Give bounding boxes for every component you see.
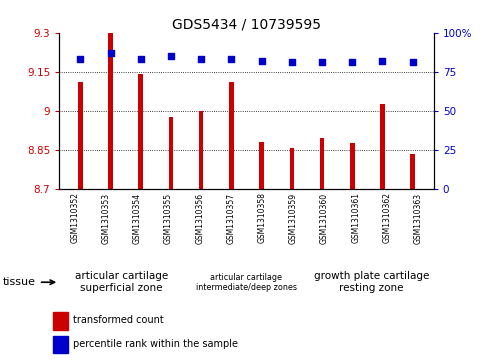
Text: transformed count: transformed count xyxy=(73,315,164,326)
Point xyxy=(349,60,356,65)
Point xyxy=(258,58,266,64)
Text: percentile rank within the sample: percentile rank within the sample xyxy=(73,339,238,349)
Text: GSM1310360: GSM1310360 xyxy=(320,192,329,244)
Text: GSM1310352: GSM1310352 xyxy=(70,192,79,243)
Bar xyxy=(53,336,68,354)
Bar xyxy=(139,74,143,189)
Bar xyxy=(289,148,294,189)
Text: GSM1310356: GSM1310356 xyxy=(195,192,204,244)
Text: articular cartilage
intermediate/deep zones: articular cartilage intermediate/deep zo… xyxy=(196,273,297,292)
Text: growth plate cartilage
resting zone: growth plate cartilage resting zone xyxy=(314,272,429,293)
Point xyxy=(167,53,175,59)
Text: GSM1310353: GSM1310353 xyxy=(102,192,110,244)
Point xyxy=(106,50,114,56)
Text: articular cartilage
superficial zone: articular cartilage superficial zone xyxy=(75,272,168,293)
Point xyxy=(137,56,144,62)
Bar xyxy=(53,312,68,330)
Point xyxy=(227,56,235,62)
Text: GSM1310363: GSM1310363 xyxy=(414,192,423,244)
Bar xyxy=(229,82,234,189)
Bar xyxy=(410,154,415,189)
Point xyxy=(318,60,326,65)
Text: GSM1310355: GSM1310355 xyxy=(164,192,173,244)
Bar xyxy=(78,82,83,189)
Text: GSM1310358: GSM1310358 xyxy=(258,192,267,243)
Bar xyxy=(259,142,264,189)
Bar xyxy=(199,111,204,189)
Bar xyxy=(350,143,354,189)
Title: GDS5434 / 10739595: GDS5434 / 10739595 xyxy=(172,17,321,32)
Bar xyxy=(108,33,113,189)
Bar xyxy=(320,138,324,189)
Text: tissue: tissue xyxy=(3,277,55,287)
Text: GSM1310359: GSM1310359 xyxy=(289,192,298,244)
Bar xyxy=(169,117,173,189)
Text: GSM1310357: GSM1310357 xyxy=(226,192,235,244)
Point xyxy=(409,60,417,65)
Point xyxy=(76,56,84,62)
Text: GSM1310362: GSM1310362 xyxy=(383,192,391,243)
Text: GSM1310361: GSM1310361 xyxy=(352,192,360,243)
Bar xyxy=(380,104,385,189)
Point xyxy=(197,56,205,62)
Point xyxy=(288,60,296,65)
Point xyxy=(379,58,387,64)
Text: GSM1310354: GSM1310354 xyxy=(133,192,141,244)
